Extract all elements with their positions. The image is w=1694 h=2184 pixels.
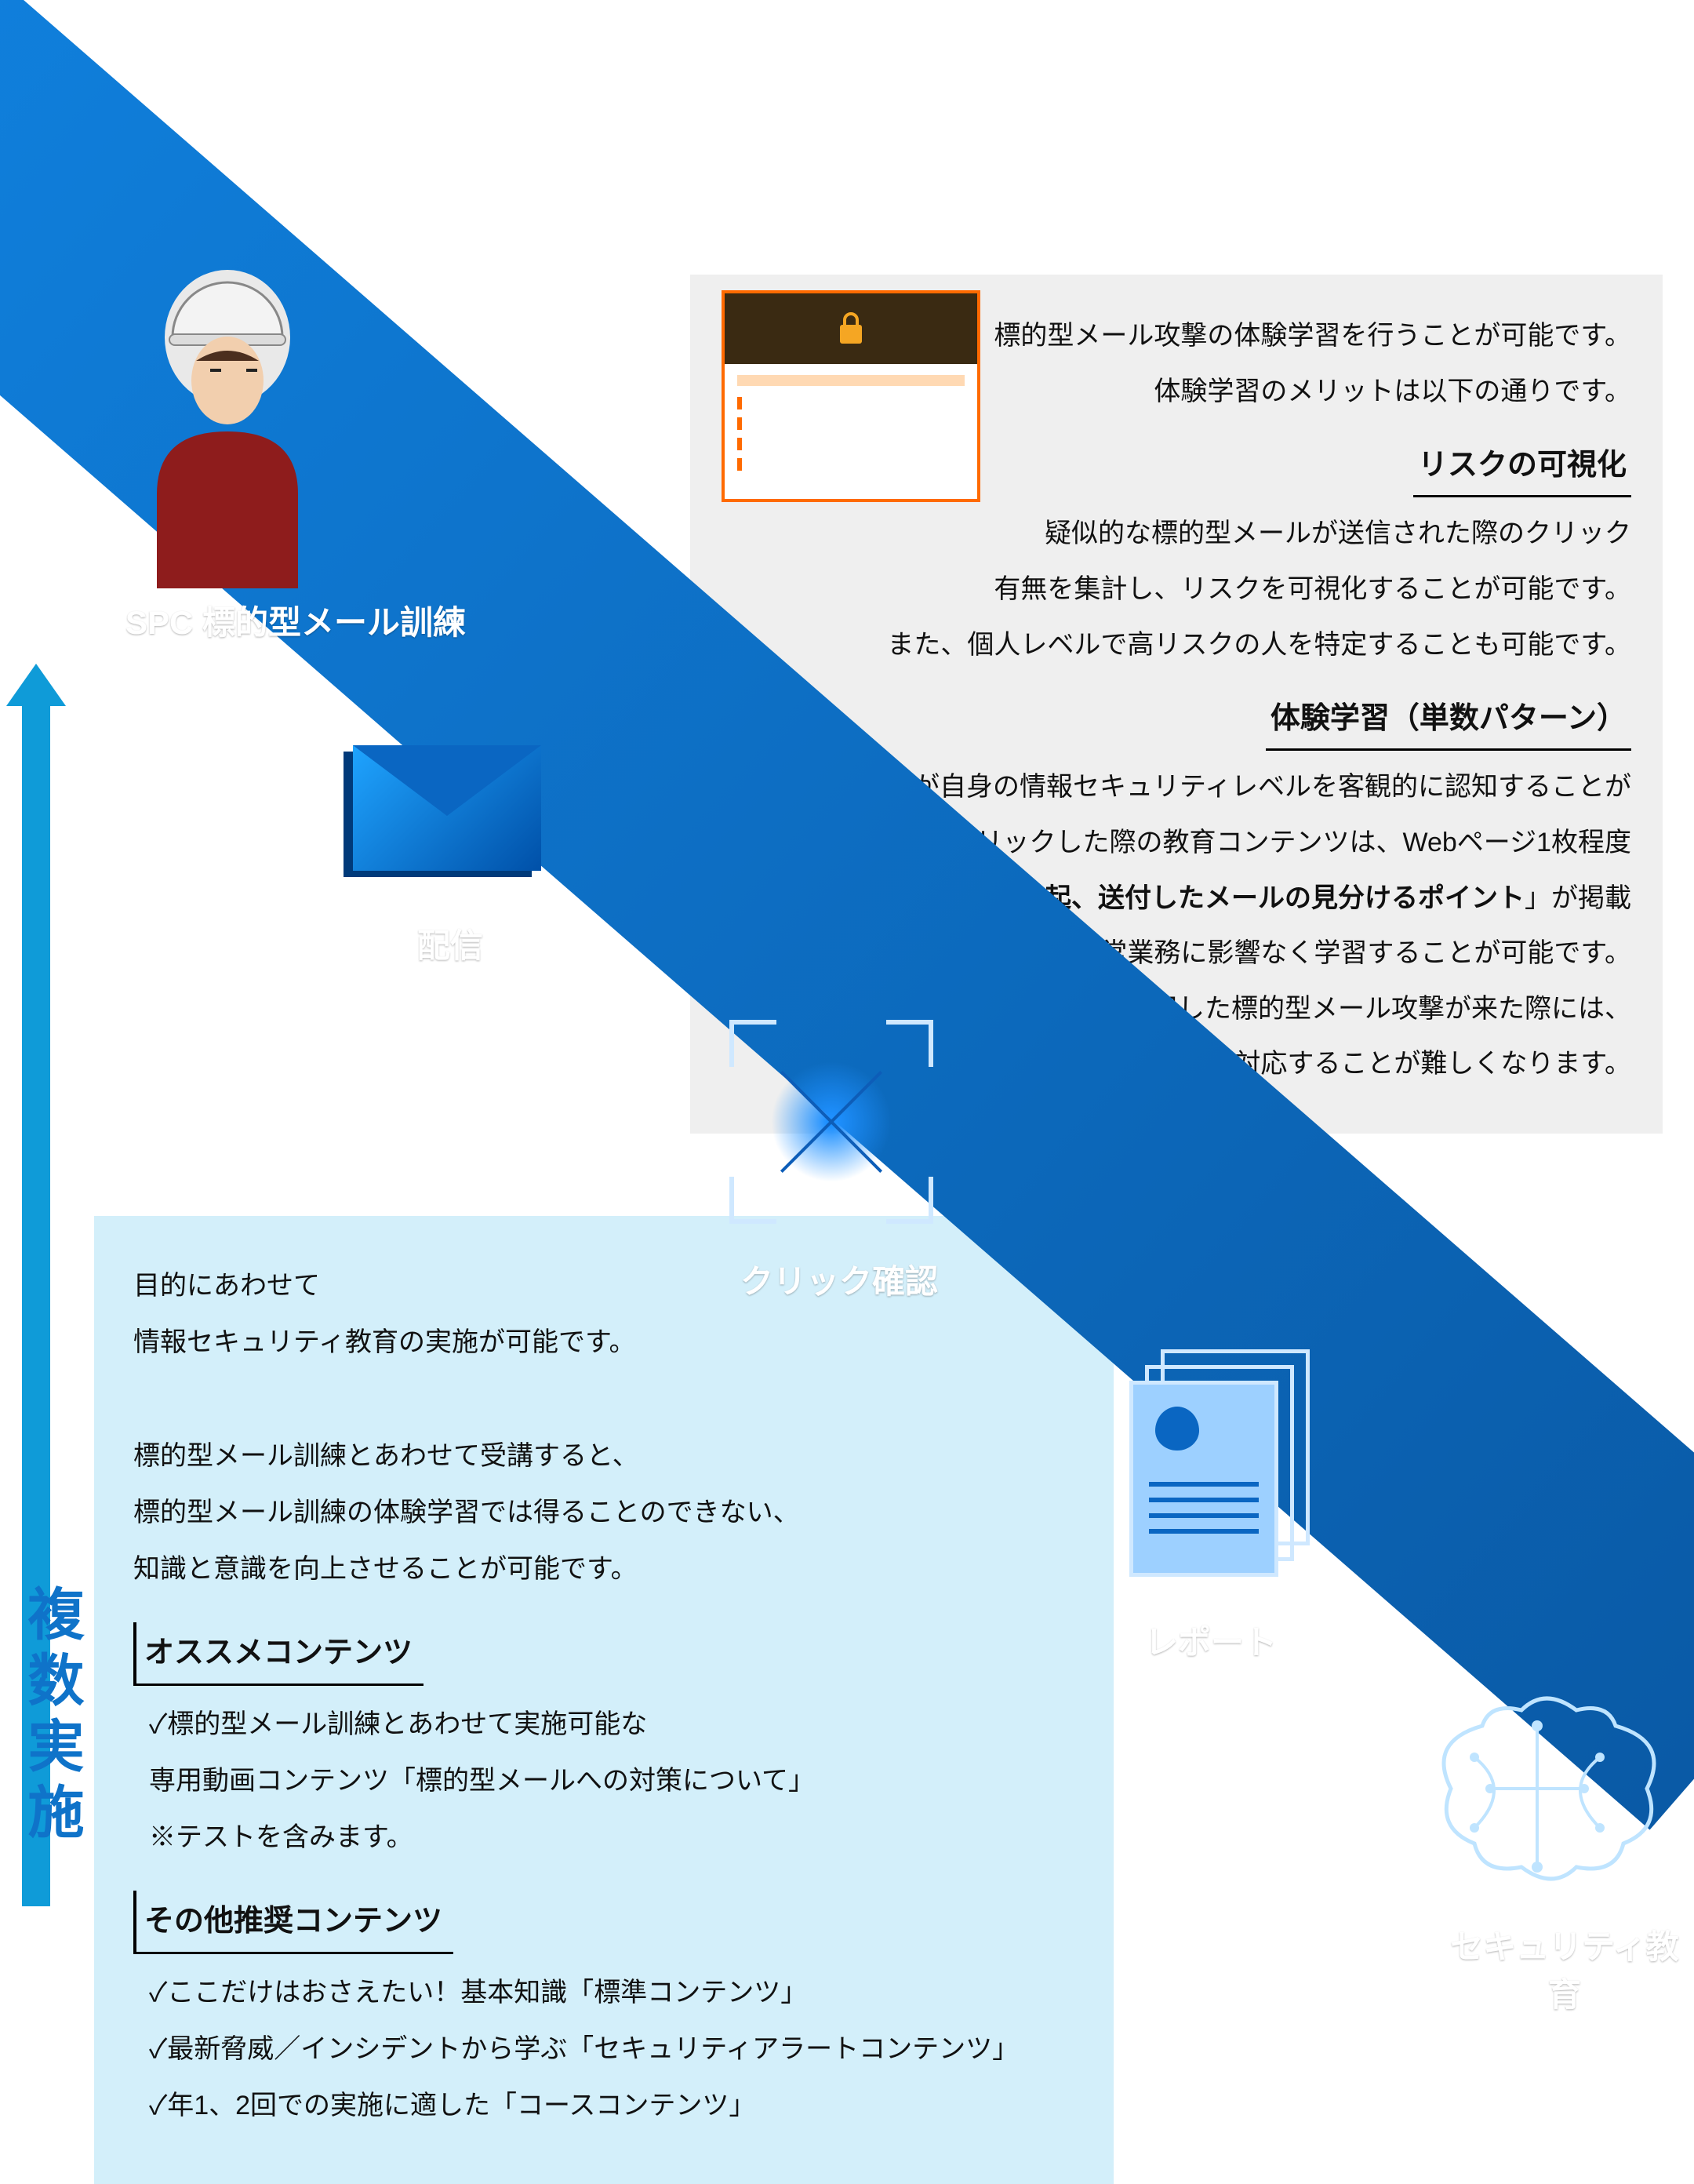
list-item: ✓ここだけはおさえたい！基本知識「標準コンテンツ」	[133, 1967, 1074, 2018]
body-line: また、個人レベルで高リスクの人を特定することも可能です。	[722, 620, 1631, 671]
list-item: ✓年1、2回での実施に適した「コースコンテンツ」	[133, 2080, 1074, 2131]
repeat-label: 複数実施	[9, 1585, 92, 1848]
lower-description-block: 目的にあわせて 情報セキュリティ教育の実施が可能です。 標的型メール訓練とあわせ…	[94, 1216, 1114, 2184]
section-recommended: オススメコンテンツ	[133, 1622, 424, 1686]
step-label-report: レポート	[1145, 1616, 1277, 1664]
list-item: 専用動画コンテンツ「標的型メールへの対策について」	[133, 1755, 1074, 1807]
subtitle-risk: リスクの可視化	[1413, 435, 1631, 497]
arrow-up-icon	[6, 664, 66, 706]
body-line: 標的型メール訓練の体験学習では得ることのできない、	[133, 1487, 1074, 1538]
subtitle-experience: 体験学習（単数パターン）	[1266, 689, 1631, 751]
report-icon	[1121, 1349, 1310, 1585]
lock-icon	[725, 293, 977, 364]
step-label-edu: セキュリティ教育	[1435, 1920, 1694, 2016]
infographic-canvas: 標的型メール攻撃の体験学習を行うことが可能です。 体験学習のメリットは以下の通り…	[0, 0, 1694, 1960]
person-illustration	[125, 259, 329, 588]
list-item: ✓最新脅威／インシデントから学ぶ「セキュリティアラートコンテンツ」	[133, 2023, 1074, 2075]
step-label-click: クリック確認	[740, 1255, 938, 1303]
body-line: 情報セキュリティ教育の実施が可能です。	[133, 1316, 1074, 1368]
body-line: 疑似的な標的型メールが送信された際のクリック	[722, 508, 1631, 559]
brain-icon	[1412, 1694, 1663, 1891]
section-other: その他推奨コンテンツ	[133, 1891, 453, 1954]
body-line: 標的型メール訓練とあわせて受講すると、	[133, 1430, 1074, 1482]
envelope-icon	[353, 745, 541, 871]
step-label-send: 配信	[417, 919, 483, 967]
training-page-thumbnail	[722, 290, 980, 502]
list-item: ※テストを含みます。	[133, 1811, 1074, 1863]
body-line: 有無を集計し、リスクを可視化することが可能です。	[722, 564, 1631, 615]
target-icon	[729, 1020, 933, 1224]
body-line: 知識と意識を向上させることが可能です。	[133, 1543, 1074, 1595]
list-item: ✓標的型メール訓練とあわせて実施可能な	[133, 1698, 1074, 1750]
step-label-spc: SPC 標的型メール訓練	[125, 596, 466, 644]
